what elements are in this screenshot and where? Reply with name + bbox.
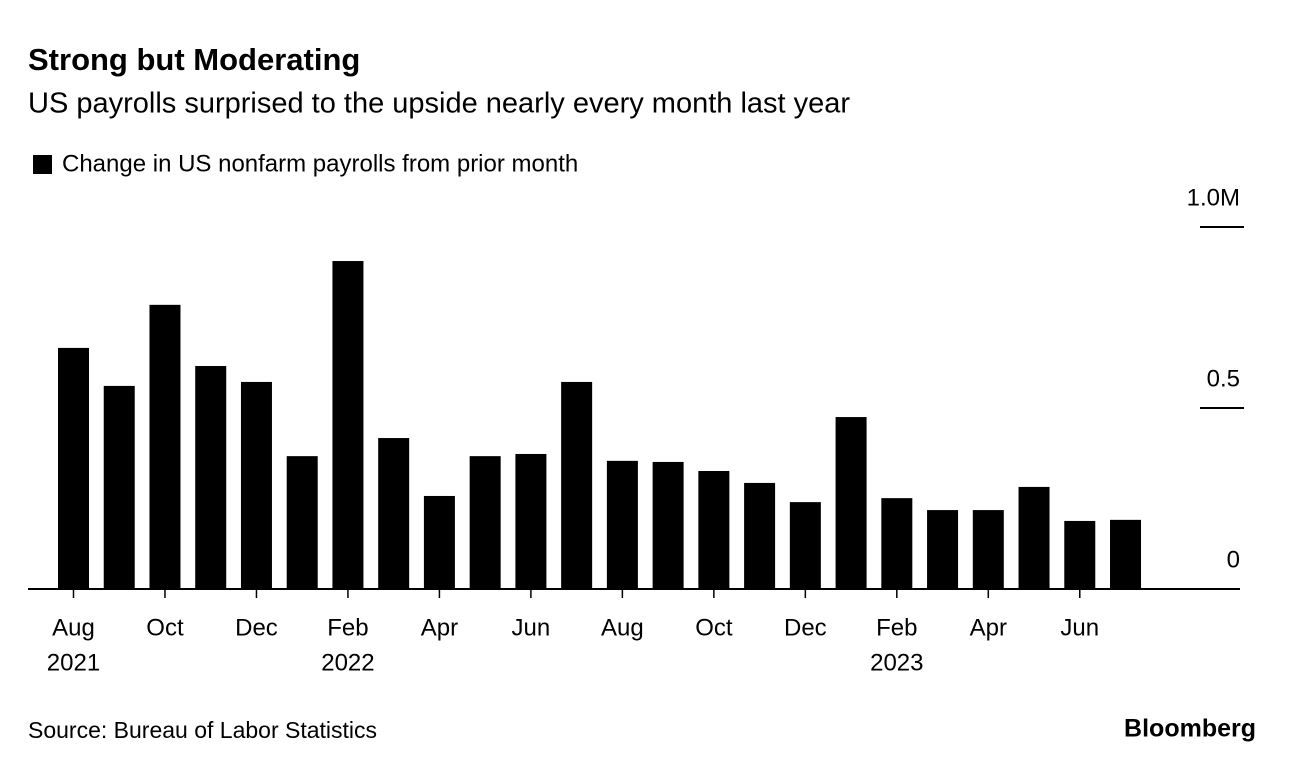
bar (103, 385, 135, 589)
x-tick-label: Feb (876, 614, 917, 641)
legend-label: Change in US nonfarm payrolls from prior… (62, 150, 578, 177)
y-tick-label: 1.0M (1187, 184, 1240, 211)
legend-swatch (33, 155, 52, 174)
x-tick-label: Feb (327, 614, 368, 641)
x-tick-label: Jun (512, 614, 551, 641)
bar (881, 498, 913, 589)
bar (149, 304, 181, 589)
x-tick-label: Aug (52, 614, 95, 641)
bar (1064, 520, 1096, 589)
bar (515, 453, 547, 589)
bar (606, 460, 638, 589)
bar (195, 366, 227, 589)
y-tick-label: 0.5 (1207, 365, 1240, 392)
x-tick-label: Aug (601, 614, 644, 641)
chart-subtitle: US payrolls surprised to the upside near… (28, 88, 850, 120)
bar (789, 502, 821, 589)
bar (286, 456, 318, 589)
bar (744, 482, 776, 589)
bar (332, 261, 364, 589)
bar (58, 347, 89, 589)
bar (240, 381, 272, 589)
x-tick-label: Oct (146, 614, 184, 641)
bar (423, 495, 455, 589)
y-tick-label: 0 (1227, 546, 1240, 573)
x-tick-label: Apr (421, 614, 458, 641)
x-tick-label: Jun (1060, 614, 1099, 641)
bar (561, 381, 593, 589)
bar (469, 456, 501, 589)
bar (927, 510, 959, 589)
brand: Bloomberg (1124, 715, 1256, 743)
x-year-label: 2021 (47, 649, 100, 676)
bar (835, 417, 867, 589)
x-year-label: 2022 (321, 649, 374, 676)
source: Source: Bureau of Labor Statistics (28, 717, 377, 743)
bar (378, 438, 410, 589)
chart-title: Strong but Moderating (28, 42, 360, 77)
x-tick-label: Apr (970, 614, 1007, 641)
x-tick-label: Dec (235, 614, 278, 641)
bar (698, 470, 730, 589)
bar (652, 461, 684, 589)
bar (1018, 486, 1050, 589)
x-year-label: 2023 (870, 649, 923, 676)
x-tick-label: Dec (784, 614, 827, 641)
bar (1110, 519, 1142, 589)
bar (972, 510, 1004, 589)
x-tick-label: Oct (695, 614, 733, 641)
